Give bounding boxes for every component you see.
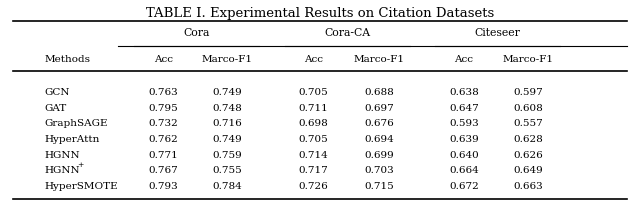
Text: 0.647: 0.647 xyxy=(449,103,479,112)
Text: Acc: Acc xyxy=(454,55,474,64)
Text: 0.711: 0.711 xyxy=(299,103,328,112)
Text: Citeseer: Citeseer xyxy=(475,28,520,38)
Text: TABLE I. Experimental Results on Citation Datasets: TABLE I. Experimental Results on Citatio… xyxy=(146,7,494,20)
Text: 0.771: 0.771 xyxy=(148,150,178,159)
Text: 0.762: 0.762 xyxy=(148,134,178,143)
Text: 0.663: 0.663 xyxy=(513,181,543,190)
Text: HyperSMOTE: HyperSMOTE xyxy=(45,181,118,190)
Text: Cora-CA: Cora-CA xyxy=(324,28,371,38)
Text: 0.597: 0.597 xyxy=(513,88,543,96)
Text: 0.593: 0.593 xyxy=(449,119,479,128)
Text: Acc: Acc xyxy=(304,55,323,64)
Text: 0.767: 0.767 xyxy=(148,165,178,174)
Text: 0.557: 0.557 xyxy=(513,119,543,128)
Text: 0.626: 0.626 xyxy=(513,150,543,159)
Text: 0.716: 0.716 xyxy=(212,119,242,128)
Text: 0.715: 0.715 xyxy=(364,181,394,190)
Text: HyperAttn: HyperAttn xyxy=(45,134,100,143)
Text: 0.784: 0.784 xyxy=(212,181,242,190)
Text: HGNN: HGNN xyxy=(45,165,81,174)
Text: GraphSAGE: GraphSAGE xyxy=(45,119,108,128)
Text: 0.717: 0.717 xyxy=(299,165,328,174)
Text: 0.638: 0.638 xyxy=(449,88,479,96)
Text: 0.759: 0.759 xyxy=(212,150,242,159)
Text: 0.672: 0.672 xyxy=(449,181,479,190)
Text: 0.694: 0.694 xyxy=(364,134,394,143)
Text: 0.748: 0.748 xyxy=(212,103,242,112)
Text: Marco-F1: Marco-F1 xyxy=(502,55,554,64)
Text: 0.699: 0.699 xyxy=(364,150,394,159)
Text: 0.628: 0.628 xyxy=(513,134,543,143)
Text: 0.697: 0.697 xyxy=(364,103,394,112)
Text: 0.639: 0.639 xyxy=(449,134,479,143)
Text: 0.649: 0.649 xyxy=(513,165,543,174)
Text: 0.705: 0.705 xyxy=(299,88,328,96)
Text: 0.640: 0.640 xyxy=(449,150,479,159)
Text: +: + xyxy=(77,161,83,169)
Text: 0.705: 0.705 xyxy=(299,134,328,143)
Text: 0.703: 0.703 xyxy=(364,165,394,174)
Text: 0.795: 0.795 xyxy=(148,103,178,112)
Text: Acc: Acc xyxy=(154,55,173,64)
Text: GCN: GCN xyxy=(45,88,70,96)
Text: Marco-F1: Marco-F1 xyxy=(353,55,404,64)
Text: 0.793: 0.793 xyxy=(148,181,178,190)
Text: Marco-F1: Marco-F1 xyxy=(202,55,253,64)
Text: HGNN: HGNN xyxy=(45,150,81,159)
Text: 0.755: 0.755 xyxy=(212,165,242,174)
Text: 0.688: 0.688 xyxy=(364,88,394,96)
Text: 0.714: 0.714 xyxy=(299,150,328,159)
Text: 0.664: 0.664 xyxy=(449,165,479,174)
Text: 0.698: 0.698 xyxy=(299,119,328,128)
Text: 0.763: 0.763 xyxy=(148,88,178,96)
Text: 0.726: 0.726 xyxy=(299,181,328,190)
Text: 0.732: 0.732 xyxy=(148,119,178,128)
Text: GAT: GAT xyxy=(45,103,67,112)
Text: 0.608: 0.608 xyxy=(513,103,543,112)
Text: 0.749: 0.749 xyxy=(212,134,242,143)
Text: 0.749: 0.749 xyxy=(212,88,242,96)
Text: 0.676: 0.676 xyxy=(364,119,394,128)
Text: Methods: Methods xyxy=(45,55,91,64)
Text: Cora: Cora xyxy=(184,28,210,38)
